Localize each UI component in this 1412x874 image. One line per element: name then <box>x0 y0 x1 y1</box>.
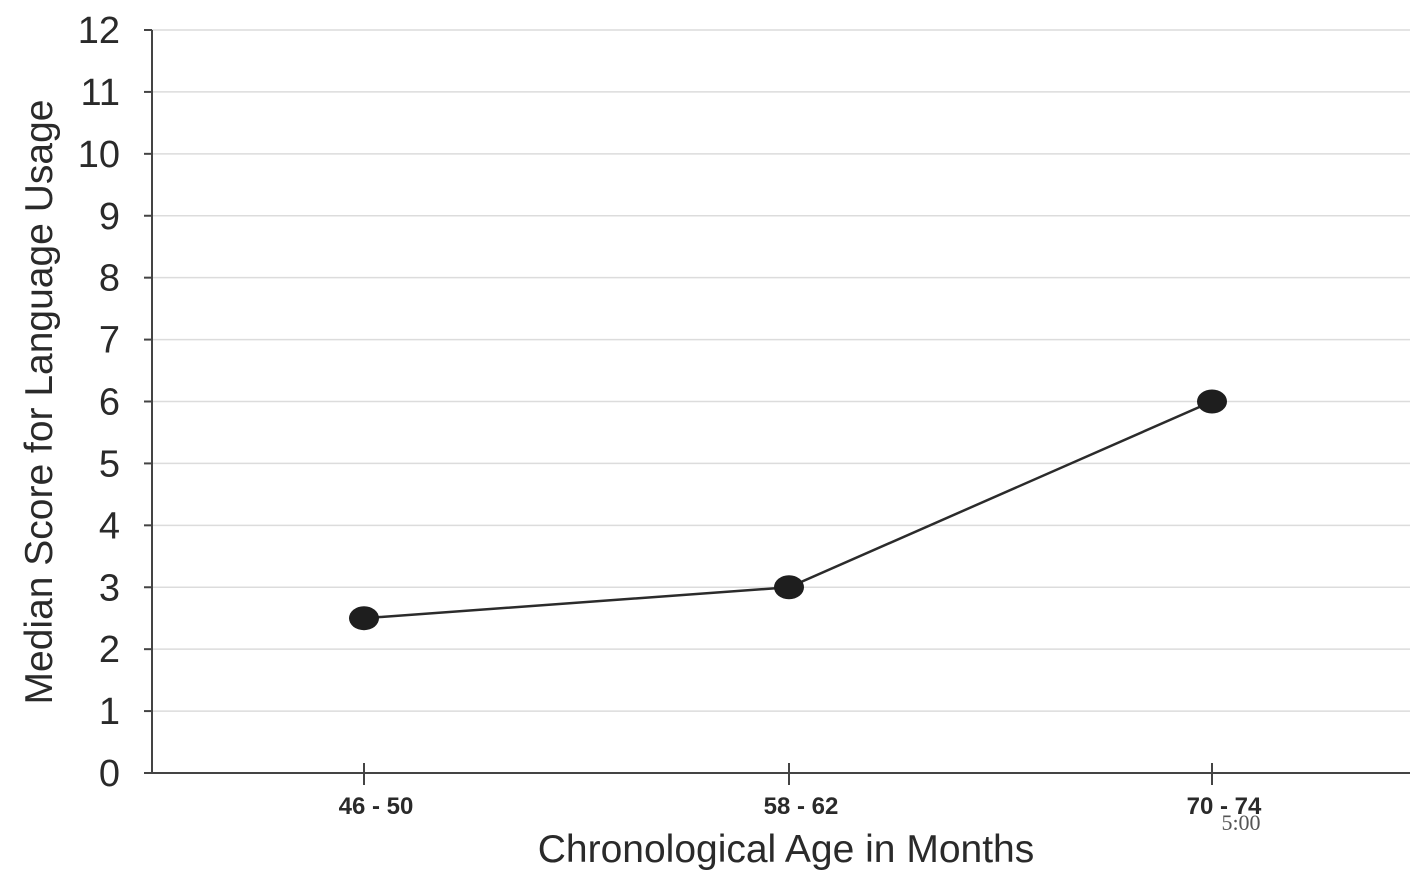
y-tick-label: 5 <box>99 443 120 485</box>
annotation-text: 5:00 <box>1221 810 1260 835</box>
grid-lines <box>152 29 1410 712</box>
series-group <box>349 389 1227 631</box>
y-tick-label: 11 <box>81 72 120 114</box>
y-tick-label: 6 <box>99 382 120 424</box>
x-tick-label: 46 - 50 <box>339 793 414 820</box>
y-tick-label: 3 <box>99 567 120 609</box>
data-point <box>1197 389 1227 414</box>
data-point <box>349 606 379 631</box>
y-tick-label: 2 <box>99 629 120 671</box>
x-tick-label: 70 - 74 <box>1187 793 1262 820</box>
y-tick-label: 4 <box>99 505 120 547</box>
data-point <box>774 575 804 600</box>
y-tick-label: 0 <box>99 753 120 795</box>
y-tick-label: 7 <box>99 320 120 362</box>
x-tick-label: 58 - 62 <box>764 793 839 820</box>
y-tick-label: 12 <box>78 10 120 52</box>
y-tick-label: 9 <box>99 196 120 238</box>
y-tick-label: 1 <box>99 691 120 733</box>
y-tick-label: 10 <box>78 134 120 176</box>
y-axis-label: Median Score for Language Usage <box>18 100 61 705</box>
x-axis: 46 - 50 58 - 62 70 - 74 <box>152 763 1410 820</box>
y-tick-label: 8 <box>99 258 120 300</box>
x-axis-label: Chronological Age in Months <box>538 828 1034 871</box>
